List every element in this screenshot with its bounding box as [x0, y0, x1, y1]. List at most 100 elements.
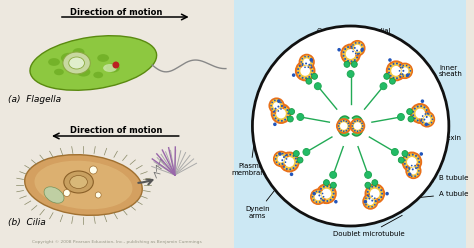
Circle shape [420, 99, 424, 103]
Circle shape [340, 121, 342, 122]
Circle shape [367, 198, 374, 205]
Circle shape [315, 193, 322, 200]
Circle shape [370, 189, 380, 199]
Circle shape [368, 188, 370, 190]
Circle shape [396, 77, 398, 79]
Circle shape [344, 58, 346, 60]
Circle shape [279, 153, 280, 155]
Circle shape [390, 78, 395, 84]
Circle shape [292, 155, 294, 157]
Text: (b)  Cilia: (b) Cilia [8, 218, 46, 227]
Circle shape [301, 64, 303, 66]
Circle shape [412, 114, 414, 116]
Ellipse shape [93, 72, 103, 78]
Circle shape [408, 173, 410, 175]
Circle shape [340, 122, 347, 130]
Circle shape [337, 119, 351, 133]
Circle shape [282, 163, 283, 165]
Text: Doublet microtubule: Doublet microtubule [332, 215, 404, 237]
Circle shape [297, 68, 299, 70]
Circle shape [280, 102, 282, 103]
Circle shape [391, 66, 401, 76]
Circle shape [388, 58, 392, 62]
Circle shape [385, 192, 389, 195]
Circle shape [423, 119, 425, 121]
Text: Direction of motion: Direction of motion [70, 8, 162, 17]
Circle shape [399, 70, 401, 72]
Circle shape [277, 110, 279, 112]
Circle shape [417, 164, 419, 166]
Circle shape [270, 105, 272, 107]
Circle shape [290, 173, 293, 176]
Circle shape [398, 157, 404, 163]
Circle shape [271, 102, 273, 103]
Circle shape [352, 128, 354, 129]
Circle shape [375, 185, 377, 187]
Circle shape [316, 201, 317, 203]
Circle shape [368, 195, 370, 197]
Circle shape [274, 108, 276, 110]
Circle shape [273, 123, 277, 126]
Circle shape [275, 158, 276, 160]
Circle shape [417, 120, 419, 122]
Ellipse shape [70, 176, 87, 188]
Circle shape [412, 154, 414, 156]
Circle shape [351, 46, 353, 48]
Circle shape [316, 191, 317, 192]
Circle shape [410, 70, 411, 72]
Circle shape [273, 114, 275, 116]
Ellipse shape [77, 67, 91, 77]
Circle shape [375, 200, 377, 202]
Text: Copyright © 2008 Pearson Education, Inc., publishing as Benjamin Cummings: Copyright © 2008 Pearson Education, Inc.… [32, 240, 202, 244]
Circle shape [273, 102, 280, 109]
Ellipse shape [44, 187, 64, 203]
Circle shape [310, 73, 313, 75]
Circle shape [398, 63, 412, 78]
Circle shape [295, 157, 297, 159]
Circle shape [352, 44, 354, 46]
Circle shape [428, 124, 429, 125]
Circle shape [274, 99, 276, 101]
Circle shape [112, 62, 119, 68]
Circle shape [409, 67, 410, 68]
Circle shape [276, 155, 277, 156]
Circle shape [299, 65, 301, 67]
Circle shape [390, 75, 392, 77]
Circle shape [296, 161, 298, 163]
Circle shape [360, 48, 364, 52]
Circle shape [354, 130, 356, 131]
Circle shape [358, 42, 360, 44]
Circle shape [404, 163, 406, 165]
Circle shape [341, 44, 360, 63]
Circle shape [375, 201, 377, 202]
Circle shape [378, 199, 380, 201]
Circle shape [405, 166, 408, 168]
Circle shape [374, 197, 375, 199]
Circle shape [417, 173, 419, 175]
Circle shape [283, 166, 285, 168]
Circle shape [346, 130, 347, 131]
Circle shape [297, 114, 304, 121]
Circle shape [384, 73, 390, 79]
Circle shape [308, 56, 309, 58]
Circle shape [410, 167, 417, 174]
Circle shape [64, 189, 70, 196]
Circle shape [274, 152, 288, 166]
Circle shape [253, 26, 449, 226]
Circle shape [415, 155, 417, 157]
Circle shape [276, 109, 286, 119]
Ellipse shape [346, 118, 355, 134]
Circle shape [388, 72, 390, 74]
Circle shape [312, 192, 316, 195]
Circle shape [372, 180, 378, 186]
Circle shape [277, 99, 279, 101]
Circle shape [371, 186, 373, 188]
Circle shape [319, 191, 320, 192]
Circle shape [319, 201, 320, 203]
Circle shape [351, 61, 357, 67]
Ellipse shape [35, 161, 132, 209]
Circle shape [425, 124, 426, 125]
Circle shape [303, 58, 310, 65]
Circle shape [418, 170, 419, 172]
Circle shape [347, 128, 349, 129]
